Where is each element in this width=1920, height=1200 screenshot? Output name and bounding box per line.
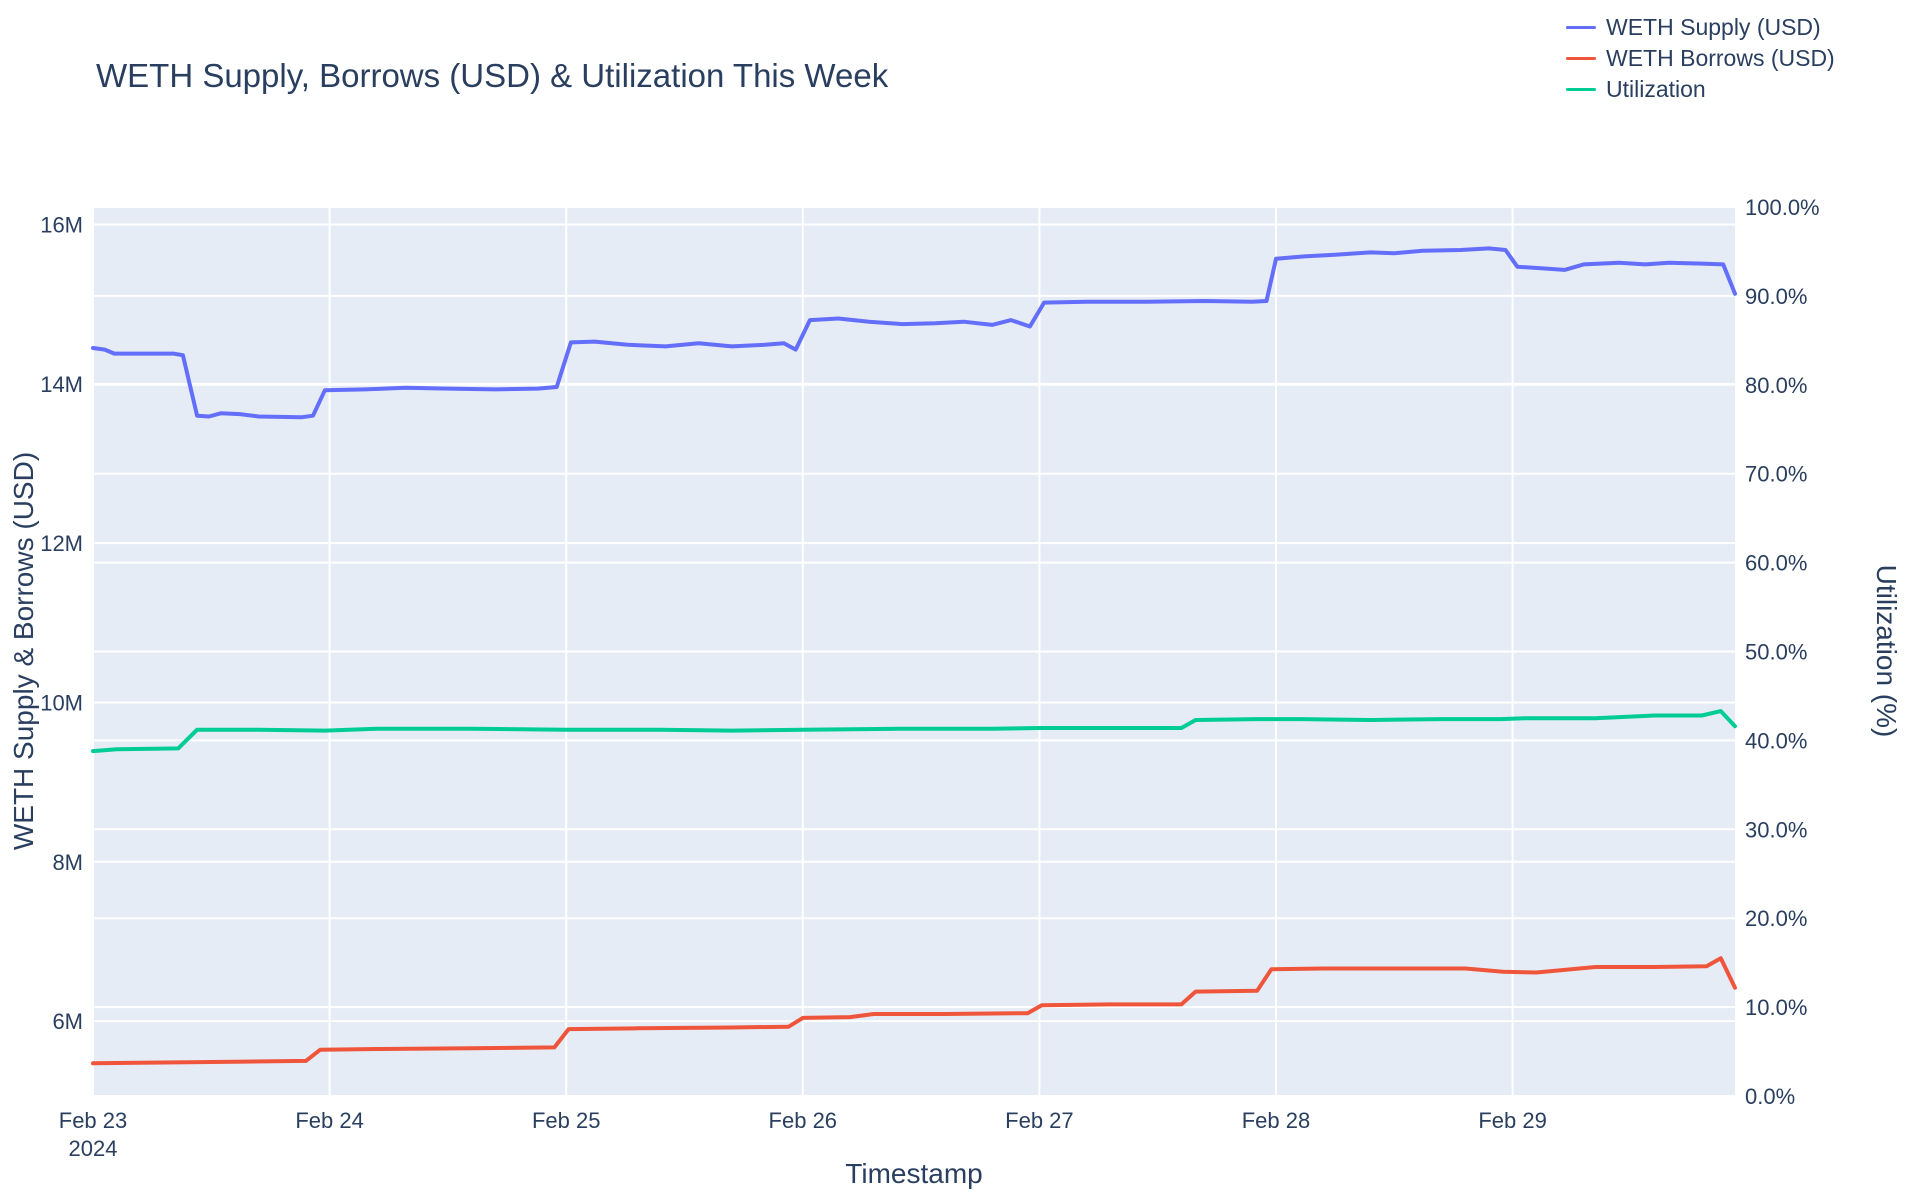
y-right-tick-label: 60.0% xyxy=(1745,551,1807,576)
y-right-tick-label: 100.0% xyxy=(1745,195,1820,220)
y-axis-title-left: WETH Supply & Borrows (USD) xyxy=(8,451,39,851)
y-left-tick-label: 10M xyxy=(40,690,83,715)
y-right-tick-label: 30.0% xyxy=(1745,817,1807,842)
chart-title: WETH Supply, Borrows (USD) & Utilization… xyxy=(96,57,889,94)
y-right-tick-label: 70.0% xyxy=(1745,462,1807,487)
y-axis-title-right: Utilization (%) xyxy=(1871,564,1902,738)
legend-label-weth-borrows: WETH Borrows (USD) xyxy=(1606,44,1835,71)
y-right-tick-label: 40.0% xyxy=(1745,728,1807,753)
legend-label-utilization: Utilization xyxy=(1606,75,1706,102)
y-right-tick-label: 80.0% xyxy=(1745,373,1807,398)
legend-line-swatch-supply xyxy=(1566,25,1596,29)
x-tick-label: Feb 27 xyxy=(1005,1108,1074,1133)
y-left-tick-label: 8M xyxy=(52,850,83,875)
series-line-weth-supply-usd xyxy=(91,246,1737,420)
legend-item-weth-supply[interactable]: WETH Supply (USD) xyxy=(1566,14,1835,40)
y-right-tick-label: 50.0% xyxy=(1745,640,1807,665)
legend-line-swatch-utilization xyxy=(1566,87,1596,91)
tick-labels: 6M 8M 10M 12M 14M 16M 0.0% 10.0% 20.0% 30.0% 40.0%… xyxy=(40,195,1819,1161)
x-tick-label: Feb 23 xyxy=(59,1108,128,1133)
x-tick-label: Feb 28 xyxy=(1242,1108,1311,1133)
y-left-tick-label: 14M xyxy=(40,372,83,397)
x-tick-label: Feb 24 xyxy=(295,1108,364,1133)
legend-item-utilization[interactable]: Utilization xyxy=(1566,76,1835,102)
legend-item-weth-borrows[interactable]: WETH Borrows (USD) xyxy=(1566,45,1835,71)
series-line-weth-borrows-usd xyxy=(91,956,1737,1066)
y-left-tick-label: 16M xyxy=(40,213,83,238)
legend: WETH Supply (USD) WETH Borrows (USD) Uti… xyxy=(1566,14,1835,107)
y-right-tick-label: 90.0% xyxy=(1745,284,1807,309)
legend-line-swatch-borrows xyxy=(1566,56,1596,60)
x-tick-label: Feb 25 xyxy=(532,1108,601,1133)
y-right-tick-label: 0.0% xyxy=(1745,1084,1795,1109)
y-left-tick-label: 12M xyxy=(40,531,83,556)
y-right-tick-label: 10.0% xyxy=(1745,995,1807,1020)
x-tick-sublabel: 2024 xyxy=(69,1136,118,1161)
series-line-utilization xyxy=(91,709,1737,754)
gridlines xyxy=(92,206,1735,1097)
x-tick-label: Feb 26 xyxy=(769,1108,838,1133)
y-left-tick-label: 6M xyxy=(52,1009,83,1034)
x-tick-label: Feb 29 xyxy=(1478,1108,1547,1133)
y-right-tick-label: 20.0% xyxy=(1745,906,1807,931)
x-axis-title: Timestamp xyxy=(845,1158,983,1189)
legend-label-weth-supply: WETH Supply (USD) xyxy=(1606,13,1821,40)
